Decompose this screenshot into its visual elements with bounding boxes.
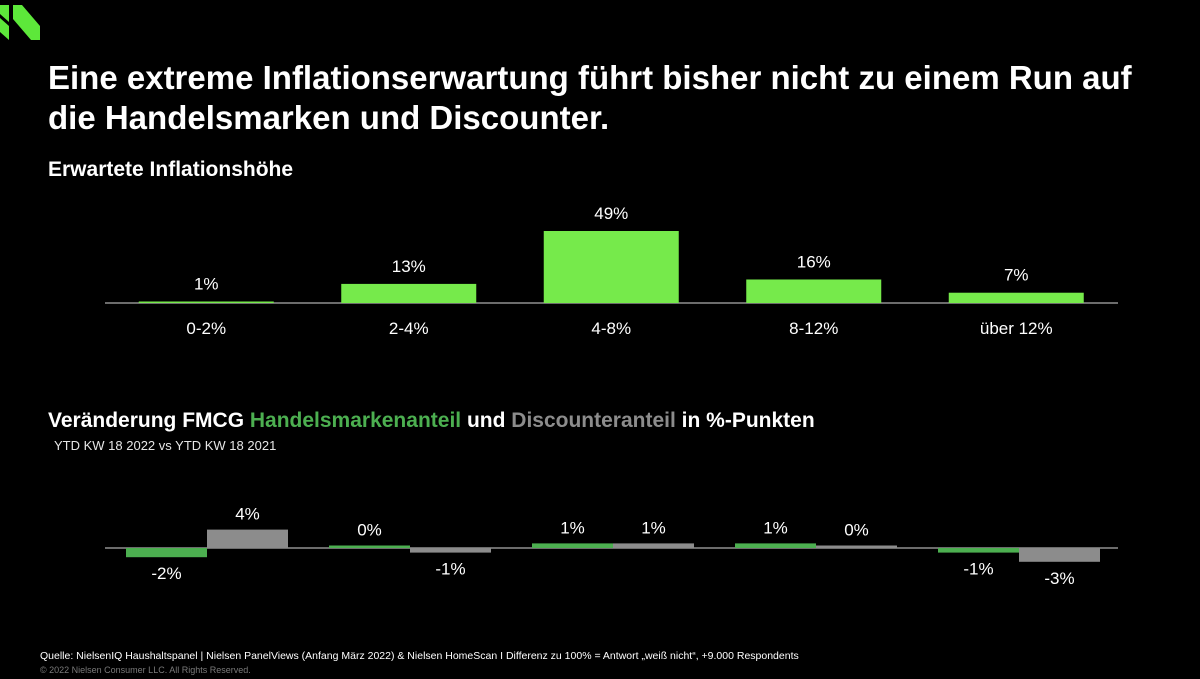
chart2-bar-handelsmarken-0 bbox=[126, 548, 207, 558]
chart1-category-label-3: 8-12% bbox=[789, 319, 838, 338]
chart2-value-label-handelsmarken-4: -1% bbox=[963, 560, 993, 579]
chart2-bar-handelsmarken-1 bbox=[329, 545, 410, 548]
chart2-bar-discounter-1 bbox=[410, 548, 491, 553]
chart1-value-label-3: 16% bbox=[797, 252, 831, 271]
chart1-category-label-2: 4-8% bbox=[591, 319, 631, 338]
chart2-subtitle-part3: und bbox=[461, 409, 512, 432]
chart1-subtitle: Erwartete Inflationshöhe bbox=[48, 158, 294, 181]
chart1-category-label-1: 2-4% bbox=[389, 319, 429, 338]
chart2-subtitle-part1: Veränderung FMCG bbox=[48, 409, 250, 432]
chart2-subtitle-part5: in %-Punkten bbox=[675, 409, 815, 432]
chart2-bar-discounter-3 bbox=[816, 545, 897, 548]
nielsen-logo bbox=[0, 5, 40, 40]
chart2-subtitle-handelsmarken: Handelsmarkenanteil bbox=[249, 409, 462, 432]
chart2-bar-handelsmarken-3 bbox=[735, 543, 816, 548]
chart2-value-label-discounter-3: 0% bbox=[844, 521, 869, 540]
chart1-value-label-4: 7% bbox=[1004, 266, 1029, 285]
chart1-bar-1 bbox=[341, 283, 477, 303]
chart2-value-label-discounter-0: 4% bbox=[235, 505, 260, 524]
chart2-value-label-handelsmarken-0: -2% bbox=[151, 564, 181, 583]
copyright-note: © 2022 Nielsen Consumer LLC. All Rights … bbox=[40, 665, 251, 675]
chart1-category-label-4: über 12% bbox=[980, 319, 1053, 338]
source-note: Quelle: NielsenIQ Haushaltspanel | Niels… bbox=[40, 650, 799, 662]
chart2-value-label-handelsmarken-3: 1% bbox=[763, 518, 788, 537]
chart2-bar-discounter-0 bbox=[207, 529, 288, 548]
chart1-value-label-1: 13% bbox=[392, 257, 426, 276]
chart2-bar-handelsmarken-2 bbox=[532, 543, 613, 548]
chart2-value-label-handelsmarken-1: 0% bbox=[357, 521, 382, 540]
chart2-value-label-discounter-4: -3% bbox=[1044, 569, 1074, 588]
chart2-subtitle-discounter: Discounteranteil bbox=[511, 409, 676, 432]
chart2-bar-discounter-2 bbox=[613, 543, 694, 548]
chart2-value-label-discounter-1: -1% bbox=[435, 560, 465, 579]
chart2-value-label-discounter-2: 1% bbox=[641, 518, 666, 537]
chart2-value-label-handelsmarken-2: 1% bbox=[560, 518, 585, 537]
chart1-bar-3 bbox=[746, 279, 882, 303]
chart1-bar-4 bbox=[948, 292, 1084, 303]
chart2-period: YTD KW 18 2022 vs YTD KW 18 2021 bbox=[54, 438, 277, 453]
chart1-value-label-2: 49% bbox=[594, 204, 628, 223]
chart1-bar-0 bbox=[138, 301, 274, 303]
page-title: Eine extreme Inflationserwartung führt b… bbox=[48, 59, 1132, 136]
chart2-bar-handelsmarken-4 bbox=[938, 548, 1019, 553]
chart2-bar-discounter-4 bbox=[1019, 548, 1100, 562]
chart1-bar-2 bbox=[543, 231, 679, 303]
chart2-subtitle: Veränderung FMCG Handelsmarkenanteil und… bbox=[48, 409, 815, 433]
chart1-value-label-0: 1% bbox=[194, 275, 219, 294]
chart1-category-label-0: 0-2% bbox=[186, 319, 226, 338]
